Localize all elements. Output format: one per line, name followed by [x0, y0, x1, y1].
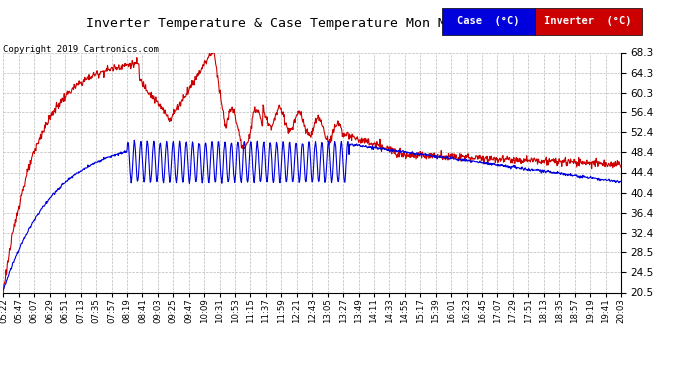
Text: Copyright 2019 Cartronics.com: Copyright 2019 Cartronics.com: [3, 45, 159, 54]
Text: Inverter Temperature & Case Temperature Mon May 27 20:08: Inverter Temperature & Case Temperature …: [86, 17, 535, 30]
Text: Case  (°C): Case (°C): [457, 16, 520, 26]
Text: Inverter  (°C): Inverter (°C): [544, 16, 632, 26]
